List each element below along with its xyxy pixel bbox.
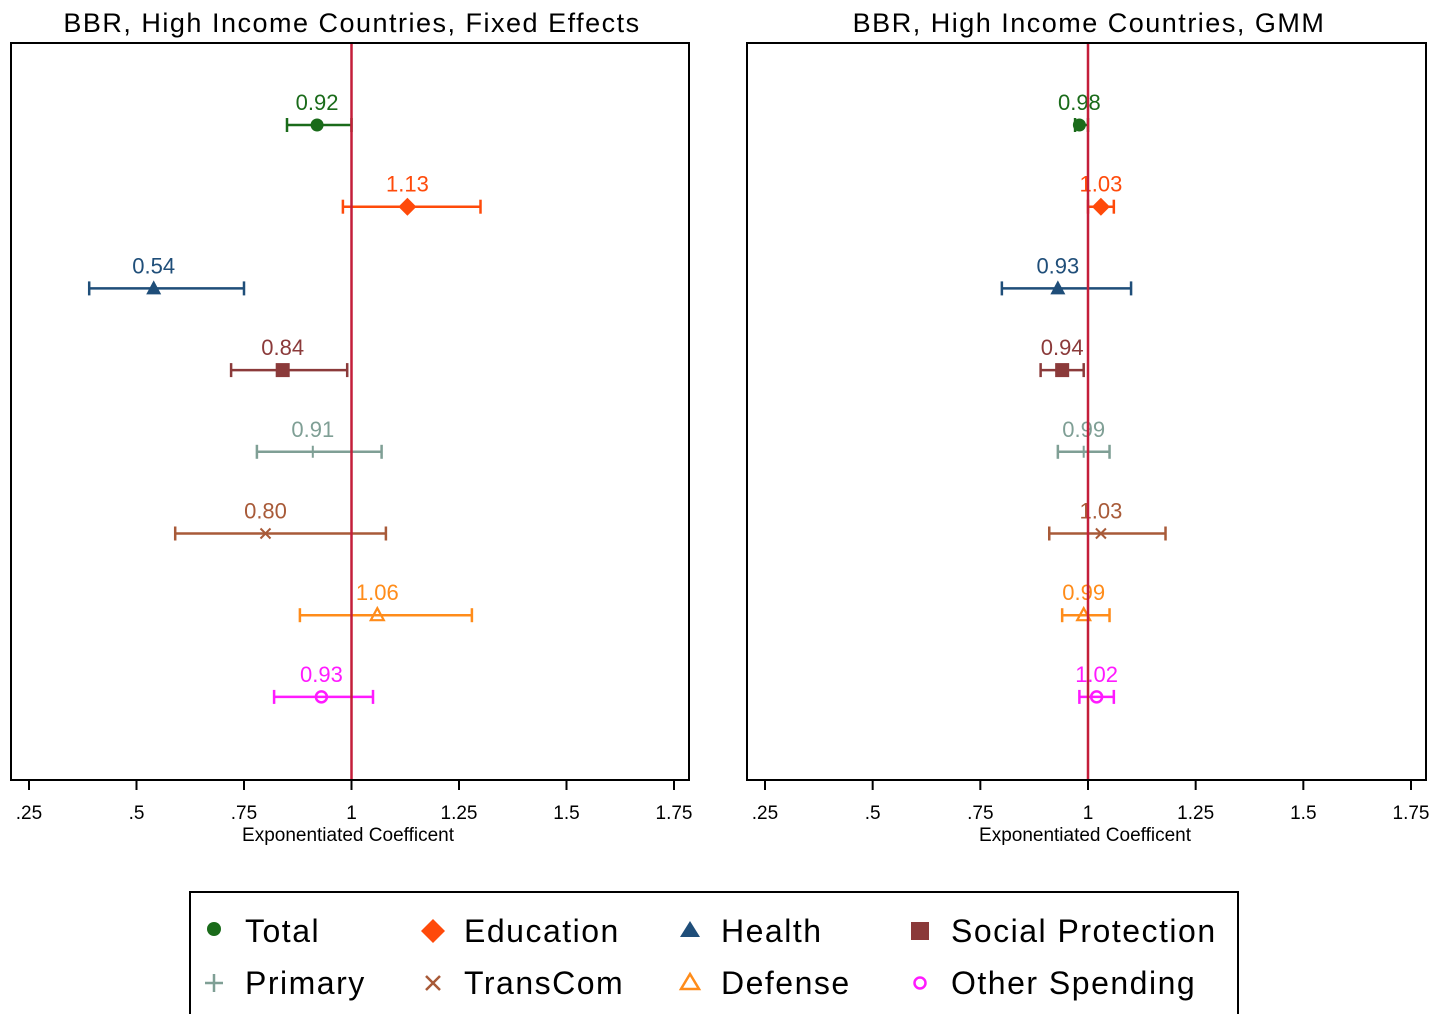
legend-label: Other Spending bbox=[951, 965, 1196, 1001]
coef-row: 0.99 bbox=[1056, 417, 1111, 459]
data-label: 0.84 bbox=[261, 335, 304, 360]
legend-item: Defense bbox=[678, 965, 851, 1001]
point-marker bbox=[306, 445, 319, 458]
coef-row: 1.03 bbox=[1047, 499, 1167, 541]
legend-item: Total bbox=[207, 913, 320, 949]
legend-label: Primary bbox=[245, 965, 366, 1001]
x-tick-label: 1.75 bbox=[1393, 803, 1430, 824]
point-marker bbox=[398, 197, 417, 216]
legend-marker bbox=[680, 921, 700, 937]
legend-item: Health bbox=[680, 913, 823, 949]
coef-marks: 0.92 1.13 0.54 0.84 0.91 0.80 1.06 0.93 bbox=[87, 44, 482, 779]
data-label: 1.06 bbox=[356, 580, 399, 605]
legend-label: Education bbox=[464, 913, 620, 949]
legend-item: Education bbox=[421, 913, 620, 949]
x-tick-label: 1.75 bbox=[656, 803, 693, 824]
data-label: 0.99 bbox=[1062, 580, 1105, 605]
point-marker bbox=[1091, 197, 1110, 216]
x-tick-label: .75 bbox=[967, 803, 993, 824]
coef-row: 0.92 bbox=[285, 90, 353, 132]
data-label: 1.03 bbox=[1080, 499, 1123, 524]
legend-label: Defense bbox=[721, 965, 851, 1001]
coef-row: 0.84 bbox=[229, 335, 349, 378]
coef-row: 0.54 bbox=[87, 253, 246, 296]
legend-label: Total bbox=[245, 913, 320, 949]
chart-title: BBR, High Income Countries, Fixed Effect… bbox=[63, 8, 640, 38]
point-marker bbox=[1095, 527, 1107, 540]
point-marker bbox=[1089, 690, 1104, 704]
coef-row: 1.06 bbox=[298, 580, 474, 623]
x-axis: .25 .5 .75 1 1.25 1.5 1.75 bbox=[16, 780, 693, 824]
point-marker bbox=[314, 690, 329, 704]
data-label: 0.92 bbox=[296, 90, 339, 115]
panel-gmm: BBR, High Income Countries, GMM Exponent… bbox=[746, 8, 1430, 846]
legend-marker bbox=[421, 919, 445, 943]
point-marker bbox=[146, 280, 162, 295]
x-tick-label: .25 bbox=[16, 803, 42, 824]
coef-row: 0.94 bbox=[1039, 335, 1085, 378]
x-tick-label: .5 bbox=[865, 803, 881, 824]
legend-item: Other Spending bbox=[913, 965, 1196, 1001]
x-tick-label: .25 bbox=[752, 803, 778, 824]
coef-row: 0.98 bbox=[1058, 90, 1101, 132]
legend-item: Social Protection bbox=[911, 913, 1217, 949]
legend-label: Health bbox=[721, 913, 823, 949]
legend-marker bbox=[205, 974, 223, 992]
data-label: 1.03 bbox=[1080, 172, 1123, 197]
x-axis: .25 .5 .75 1 1.25 1.5 1.75 bbox=[752, 780, 1430, 824]
legend-marker bbox=[911, 922, 929, 940]
coef-row: 1.02 bbox=[1075, 662, 1118, 704]
coef-row: 0.93 bbox=[1000, 253, 1133, 296]
data-label: 0.93 bbox=[300, 662, 343, 687]
data-label: 0.93 bbox=[1036, 253, 1079, 278]
legend-label: Social Protection bbox=[951, 913, 1217, 949]
x-tick-label: 1.25 bbox=[441, 803, 478, 824]
coef-row: 0.80 bbox=[173, 499, 388, 541]
point-marker bbox=[275, 363, 290, 378]
coef-row: 1.03 bbox=[1080, 172, 1123, 216]
x-tick-label: .5 bbox=[129, 803, 145, 824]
x-tick-label: .75 bbox=[231, 803, 257, 824]
legend-marker bbox=[913, 976, 927, 990]
coef-marks: 0.98 1.03 0.93 0.94 0.99 1.03 0.99 1.02 bbox=[1000, 44, 1167, 779]
data-label: 0.98 bbox=[1058, 90, 1101, 115]
data-label: 0.94 bbox=[1041, 335, 1084, 360]
data-label: 0.91 bbox=[291, 417, 334, 442]
point-marker bbox=[1055, 363, 1070, 378]
coef-row: 0.99 bbox=[1060, 580, 1111, 623]
coef-row: 0.91 bbox=[255, 417, 383, 459]
x-axis-label: Exponentiated Coefficent bbox=[979, 825, 1192, 846]
point-marker bbox=[368, 605, 386, 622]
point-marker bbox=[310, 118, 324, 132]
plot-frame bbox=[10, 42, 690, 781]
coef-row: 0.93 bbox=[272, 662, 375, 704]
legend: Total Education Health Social Protection Pri… bbox=[189, 891, 1239, 1014]
legend-marker bbox=[425, 975, 441, 991]
point-marker bbox=[259, 527, 272, 540]
data-label: 1.13 bbox=[386, 172, 429, 197]
point-marker bbox=[1050, 280, 1066, 295]
panel-fixed-effects: BBR, High Income Countries, Fixed Effect… bbox=[10, 8, 693, 846]
x-tick-label: 1.5 bbox=[1290, 803, 1316, 824]
chart-title: BBR, High Income Countries, GMM bbox=[853, 8, 1326, 38]
x-axis-label: Exponentiated Coefficent bbox=[242, 825, 455, 846]
x-tick-label: 1 bbox=[346, 803, 357, 824]
legend-box bbox=[189, 891, 1239, 1014]
x-tick-label: 1 bbox=[1083, 803, 1094, 824]
data-label: 0.99 bbox=[1062, 417, 1105, 442]
legend-marker bbox=[207, 922, 221, 936]
plot-frame bbox=[746, 42, 1427, 781]
data-label: 1.02 bbox=[1075, 662, 1118, 687]
legend-item: Primary bbox=[205, 965, 366, 1001]
legend-item: TransCom bbox=[425, 965, 624, 1001]
data-label: 0.54 bbox=[132, 253, 175, 278]
x-tick-label: 1.25 bbox=[1177, 803, 1214, 824]
coef-row: 1.13 bbox=[341, 172, 482, 216]
point-marker bbox=[1072, 118, 1086, 132]
x-tick-label: 1.5 bbox=[553, 803, 579, 824]
legend-marker bbox=[678, 971, 702, 991]
data-label: 0.80 bbox=[244, 499, 287, 524]
legend-label: TransCom bbox=[464, 965, 624, 1001]
